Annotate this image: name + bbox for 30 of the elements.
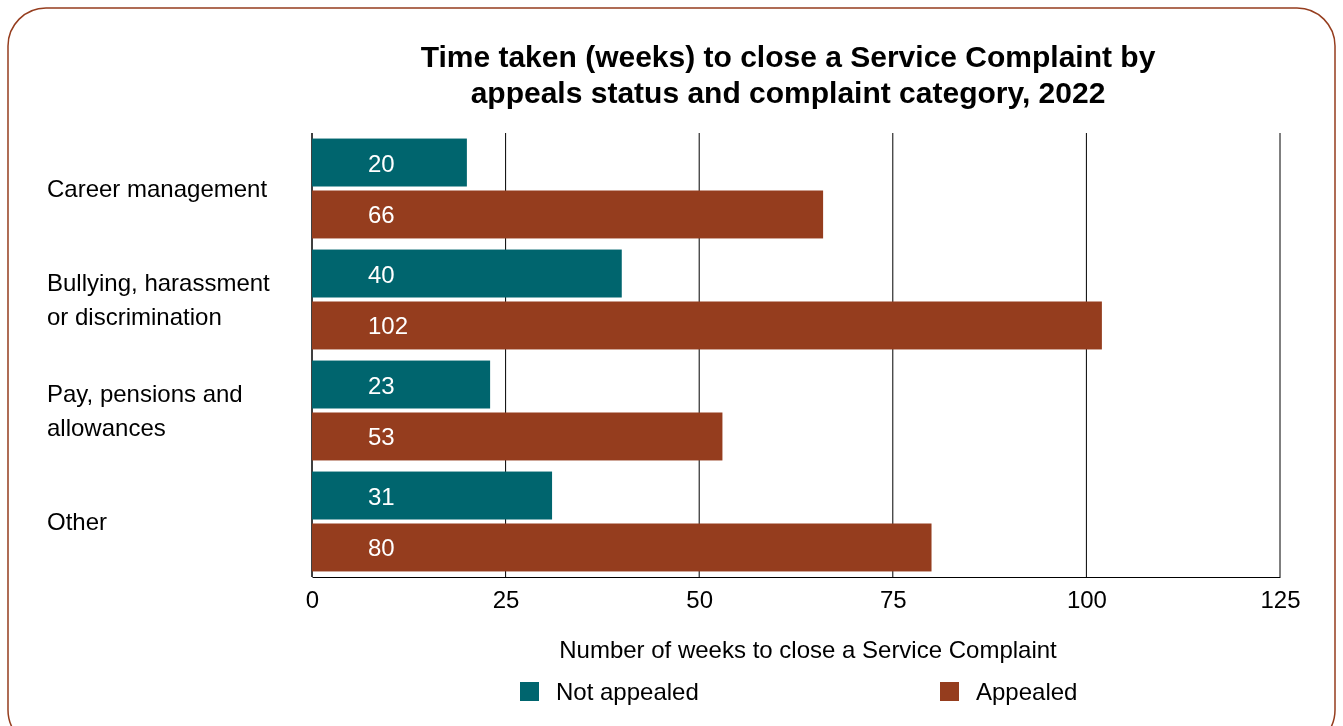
bar bbox=[312, 360, 491, 409]
bar bbox=[312, 190, 824, 239]
x-axis-title: Number of weeks to close a Service Complaint bbox=[559, 636, 1058, 663]
x-tick-label: 25 bbox=[492, 586, 520, 614]
legend-label: Appealed bbox=[976, 678, 1078, 705]
data-label: 23 bbox=[368, 371, 395, 399]
data-label: 40 bbox=[368, 260, 395, 288]
x-tick-label: 125 bbox=[1260, 586, 1301, 614]
x-tick-label: 50 bbox=[686, 586, 714, 614]
y-tick-label: Other bbox=[47, 507, 108, 535]
chart-title: Time taken (weeks) to close a Service Complaint by appeals status and complaint category, 2022 bbox=[420, 40, 1156, 109]
legend-label: Not appealed bbox=[556, 678, 699, 705]
x-tick-label: 100 bbox=[1066, 586, 1107, 614]
bar bbox=[312, 471, 553, 520]
data-label: 66 bbox=[368, 201, 395, 229]
x-tick-label: 0 bbox=[305, 586, 320, 614]
data-label: 20 bbox=[368, 149, 395, 177]
data-label: 31 bbox=[368, 482, 395, 510]
data-label: 102 bbox=[368, 312, 409, 340]
bar bbox=[312, 249, 622, 298]
bar bbox=[312, 138, 467, 187]
x-tick-label: 75 bbox=[879, 586, 907, 614]
bar bbox=[312, 301, 1102, 350]
data-label: 53 bbox=[368, 423, 395, 451]
y-tick-label: Pay, pensions and allowances bbox=[47, 379, 243, 441]
bar bbox=[312, 412, 723, 461]
y-tick-label: Bullying, harassment or discrimination bbox=[47, 268, 271, 330]
data-label: 80 bbox=[368, 534, 395, 562]
y-tick-label: Career management bbox=[47, 174, 268, 202]
bar bbox=[312, 523, 932, 572]
